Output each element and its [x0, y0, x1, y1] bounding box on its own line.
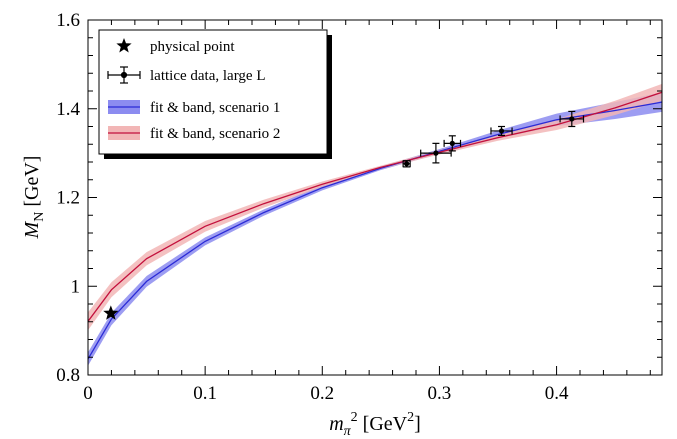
data-point-marker	[404, 161, 410, 167]
legend-label-scenario-2: fit & band, scenario 2	[150, 126, 280, 142]
y-axis-label-base: M	[21, 220, 43, 239]
legend-label-physical-point: physical point	[150, 39, 235, 55]
legend-star-icon	[116, 38, 132, 53]
x-tick-label: 0	[83, 383, 93, 404]
fit-line-1	[88, 101, 662, 360]
x-tick-label: 0.4	[545, 383, 569, 404]
axis-ticks: 0 0.1 0.2 0.3 0.4 0.8 1 1.2 1.4 1.6	[56, 10, 662, 404]
x-axis-label-sup: 2	[351, 410, 358, 425]
x-axis-label-unit-sup: 2	[407, 410, 414, 425]
legend-errorbar-icon	[107, 66, 141, 84]
data-point-marker	[569, 116, 575, 122]
y-axis-label-unit: [GeV]	[21, 156, 43, 212]
fit-lines	[88, 91, 662, 360]
lattice-point-1	[402, 160, 411, 168]
y-axis-label-sub: N	[32, 212, 47, 222]
y-tick-label: 1	[71, 276, 81, 297]
lattice-point-4	[490, 125, 513, 136]
x-axis-label-unit-suffix: ]	[414, 413, 421, 435]
x-axis-label: mπ2 [GeV2]	[329, 410, 421, 439]
y-axis-label: MN [GeV]	[21, 156, 47, 240]
y-tick-label: 0.8	[56, 365, 80, 386]
legend: physical point lattice data, large L fit…	[98, 29, 332, 159]
data-point-marker	[433, 150, 439, 156]
fit-bands	[88, 83, 662, 366]
y-tick-label: 1.2	[56, 188, 80, 209]
x-tick-label: 0.2	[310, 383, 334, 404]
legend-label-lattice-data: lattice data, large L	[150, 68, 266, 84]
data-points	[103, 110, 585, 320]
legend-label-scenario-1: fit & band, scenario 1	[150, 100, 280, 116]
x-axis-label-sub: π	[344, 424, 352, 439]
lattice-point-5	[559, 110, 585, 128]
x-tick-label: 0.3	[428, 383, 452, 404]
fit-line-2	[88, 91, 662, 322]
y-tick-label: 1.4	[56, 99, 80, 120]
lattice-point-2	[420, 142, 452, 164]
data-point-marker	[498, 128, 505, 134]
y-tick-label: 1.6	[56, 10, 80, 31]
fit-band-1	[88, 92, 662, 366]
x-axis-label-unit: [GeV	[358, 413, 408, 435]
lattice-point-3	[443, 135, 462, 152]
x-axis-label-base: m	[329, 413, 343, 435]
data-point-marker	[449, 140, 455, 146]
fit-band-2	[88, 83, 662, 331]
physical-point-star	[103, 305, 119, 320]
x-tick-label: 0.1	[193, 383, 217, 404]
